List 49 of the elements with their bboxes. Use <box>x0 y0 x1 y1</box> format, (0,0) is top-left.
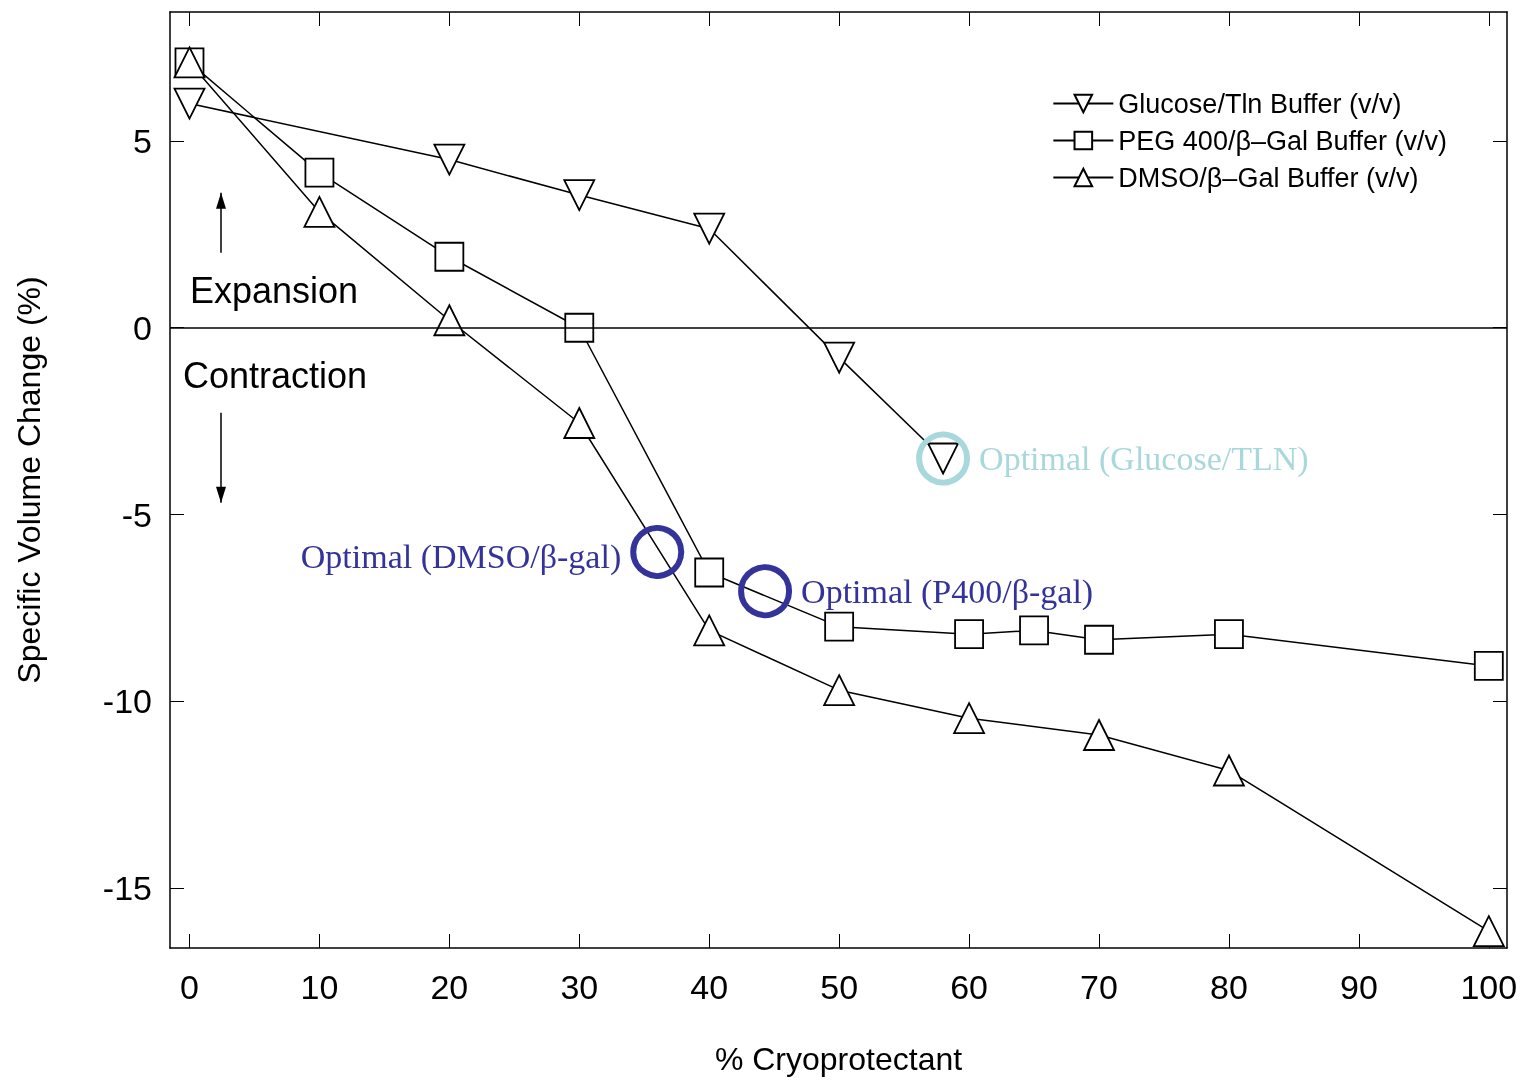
point <box>823 341 856 374</box>
point <box>823 674 856 707</box>
point <box>563 179 596 211</box>
legend-label: Glucose/Tln Buffer (v/v) <box>1118 88 1402 119</box>
annotation: Contraction <box>183 355 368 397</box>
y-axis-title: Specific Volume Change (%) <box>11 276 47 684</box>
annotation: Expansion <box>190 270 359 312</box>
x-tick-label: 50 <box>820 968 859 1006</box>
y-tick-label: -10 <box>102 682 152 721</box>
point <box>303 196 336 228</box>
x-tick-label: 20 <box>430 968 469 1006</box>
point <box>434 241 465 272</box>
legend-label: DMSO/β–Gal Buffer (v/v) <box>1118 162 1419 193</box>
x-tick-label: 40 <box>690 968 729 1006</box>
y-tick-label: 5 <box>133 121 152 160</box>
annotation: Optimal (DMSO/β-gal) <box>300 538 622 577</box>
point <box>1083 719 1115 751</box>
point <box>1473 650 1504 681</box>
x-tick-label: 0 <box>180 968 199 1006</box>
point <box>304 157 335 188</box>
point <box>433 143 466 176</box>
point <box>694 557 725 588</box>
legend-label: PEG 400/β–Gal Buffer (v/v) <box>1118 125 1447 156</box>
point <box>953 702 985 735</box>
point <box>954 619 984 650</box>
point <box>1084 624 1114 655</box>
point <box>1472 915 1505 948</box>
y-tick-label: -5 <box>121 495 152 534</box>
annotation: Optimal (Glucose/TLN) <box>979 440 1309 479</box>
annotation: Optimal (P400/β-gal) <box>801 572 1094 611</box>
x-tick-label: 100 <box>1460 968 1518 1006</box>
x-tick-label: 10 <box>300 968 339 1006</box>
point <box>1019 615 1049 646</box>
x-tick-label: 70 <box>1080 968 1118 1006</box>
x-tick-label: 60 <box>950 968 988 1006</box>
x-tick-label: 80 <box>1210 968 1248 1006</box>
y-tick-label: -15 <box>102 869 152 908</box>
x-tick-label: 30 <box>560 968 599 1006</box>
x-axis-title: % Cryoprotectant <box>714 1041 963 1077</box>
point <box>563 407 596 439</box>
point <box>564 312 595 343</box>
point <box>824 611 855 642</box>
point <box>173 87 206 120</box>
y-tick-label: 0 <box>133 308 152 347</box>
x-tick-label: 90 <box>1339 968 1378 1006</box>
point <box>693 614 726 647</box>
point <box>1214 619 1244 650</box>
point <box>1213 754 1245 787</box>
point <box>693 212 726 245</box>
